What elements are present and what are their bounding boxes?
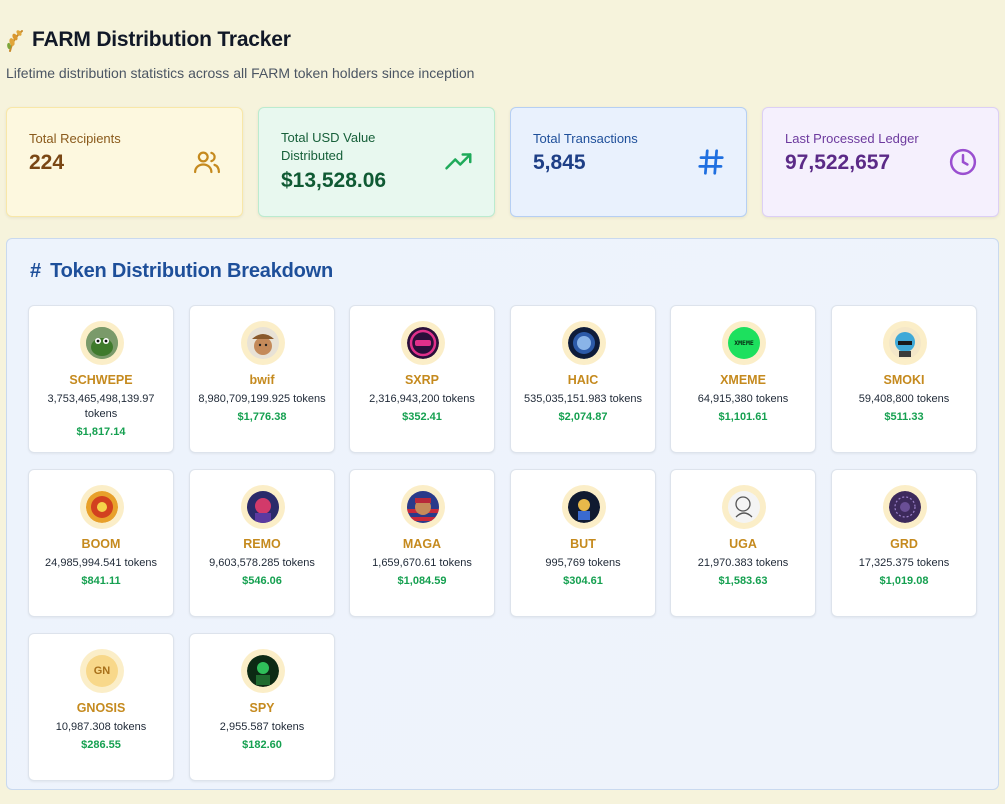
token-symbol: SXRP [404,373,440,387]
token-usd-value: $304.61 [563,575,603,587]
token-usd-value: $1,817.14 [76,426,126,438]
token-card-boom[interactable]: BOOM 24,985,994.541 tokens $841.11 [28,469,174,617]
token-card-sxrp[interactable]: SXRP 2,316,943,200 tokens $352.41 [349,305,495,453]
token-card-gnosis[interactable]: GN GNOSIS 10,987.308 tokens $286.55 [28,633,174,781]
stat-value: 5,845 [533,151,586,174]
page-title: FARM Distribution Tracker [32,28,291,51]
token-usd-value: $1,019.08 [879,575,929,587]
token-card-maga[interactable]: MAGA 1,659,670.61 tokens $1,084.59 [349,469,495,617]
token-symbol: SMOKI [883,373,925,387]
token-symbol: HAIC [567,373,599,387]
stats-row: Total Recipients 224 Total USD Value Dis… [6,107,999,217]
stat-card-total-recipients: Total Recipients 224 [6,107,243,217]
token-amount: 21,970.383 tokens $1,583.63 [677,556,809,589]
token-usd-value: $1,776.38 [237,411,287,423]
token-usd-value: $182.60 [242,739,282,751]
token-symbol: bwif [249,373,275,387]
token-card-remo[interactable]: REMO 9,603,578.285 tokens $546.06 [189,469,335,617]
token-avatar: GN [80,649,124,693]
token-amount: 64,915,380 tokens $1,101.61 [677,392,809,425]
token-card-haic[interactable]: HAIC 535,035,151.983 tokens $2,074.87 [510,305,656,453]
clock-icon [948,147,978,177]
token-card-bwif[interactable]: bwif 8,980,709,199.925 tokens $1,776.38 [189,305,335,453]
token-amount: 2,955.587 tokens $182.60 [196,720,328,753]
stat-label: Last Processed Ledger [785,131,919,146]
stat-card-total-usd: Total USD Value Distributed $13,528.06 [258,107,495,217]
token-card-uga[interactable]: UGA 21,970.383 tokens $1,583.63 [670,469,816,617]
page-header: FARM Distribution Tracker Lifetime distr… [6,28,474,81]
token-avatar [241,485,285,529]
token-avatar [401,321,445,365]
token-avatar [883,321,927,365]
token-usd-value: $286.55 [81,739,121,751]
token-symbol: GRD [890,537,918,551]
token-card-but[interactable]: BUT 995,769 tokens $304.61 [510,469,656,617]
token-avatar: XMEME [722,321,766,365]
token-avatar [80,321,124,365]
token-symbol: BOOM [81,537,121,551]
hash-icon [696,147,726,177]
stat-label: Total Transactions [533,131,638,146]
token-usd-value: $841.11 [81,575,121,587]
token-symbol: GNOSIS [76,701,126,715]
token-amount: 24,985,994.541 tokens $841.11 [35,556,167,589]
token-usd-value: $1,101.61 [718,411,768,423]
xmeme-logo-text: XMEME [734,339,754,347]
token-usd-value: $1,084.59 [397,575,447,587]
token-usd-value: $2,074.87 [558,411,608,423]
token-amount: 10,987.308 tokens $286.55 [35,720,167,753]
token-usd-value: $352.41 [402,411,442,423]
token-badge-text: GN [93,665,111,677]
trending-up-icon [444,147,474,177]
token-avatar [241,321,285,365]
stat-label: Total USD Value Distributed [281,130,376,163]
token-symbol: SCHWEPE [69,373,133,387]
token-usd-value: $511.33 [884,411,924,423]
token-avatar [562,485,606,529]
token-card-smoki[interactable]: SMOKI 59,408,800 tokens $511.33 [831,305,977,453]
token-symbol: SPY [249,701,275,715]
token-symbol: BUT [570,537,596,551]
token-breakdown-panel: # Token Distribution Breakdown SCHWEPE 3… [6,238,999,790]
token-avatar [401,485,445,529]
token-amount: 535,035,151.983 tokens $2,074.87 [517,392,649,425]
stat-value: 97,522,657 [785,151,891,174]
token-usd-value: $546.06 [242,575,282,587]
token-symbol: XMEME [720,373,766,387]
stat-label: Total Recipients [29,131,121,146]
token-amount: 59,408,800 tokens $511.33 [838,392,970,425]
users-icon [192,147,222,177]
token-symbol: MAGA [402,537,442,551]
token-card-grd[interactable]: GRD 17,325.375 tokens $1,019.08 [831,469,977,617]
page-subtitle: Lifetime distribution statistics across … [6,65,475,81]
token-amount: 2,316,943,200 tokens $352.41 [356,392,488,425]
stat-value: $13,528.06 [281,169,387,192]
wheat-icon [6,28,28,52]
token-amount: 9,603,578.285 tokens $546.06 [196,556,328,589]
token-amount: 995,769 tokens $304.61 [517,556,649,589]
token-avatar [722,485,766,529]
token-avatar [883,485,927,529]
token-amount: 8,980,709,199.925 tokens $1,776.38 [196,392,328,425]
token-usd-value: $1,583.63 [718,575,768,587]
stat-card-total-transactions: Total Transactions 5,845 [510,107,747,217]
token-symbol: REMO [243,537,281,551]
panel-header: # Token Distribution Breakdown [30,260,333,283]
token-amount: 17,325.375 tokens $1,019.08 [838,556,970,589]
stat-value: 224 [29,151,65,174]
token-avatar [80,485,124,529]
token-amount: 1,659,670.61 tokens $1,084.59 [356,556,488,589]
token-card-schwepe[interactable]: SCHWEPE 3,753,465,498,139.97 tokens $1,8… [28,305,174,453]
stat-card-last-ledger: Last Processed Ledger 97,522,657 [762,107,999,217]
token-card-xmeme[interactable]: XMEME XMEME 64,915,380 tokens $1,101.61 [670,305,816,453]
hash-icon: # [30,260,42,282]
token-avatar [241,649,285,693]
token-symbol: UGA [729,537,757,551]
token-amount: 3,753,465,498,139.97 tokens $1,817.14 [35,392,167,440]
panel-title: Token Distribution Breakdown [50,260,334,282]
token-card-spy[interactable]: SPY 2,955.587 tokens $182.60 [189,633,335,781]
token-avatar [562,321,606,365]
